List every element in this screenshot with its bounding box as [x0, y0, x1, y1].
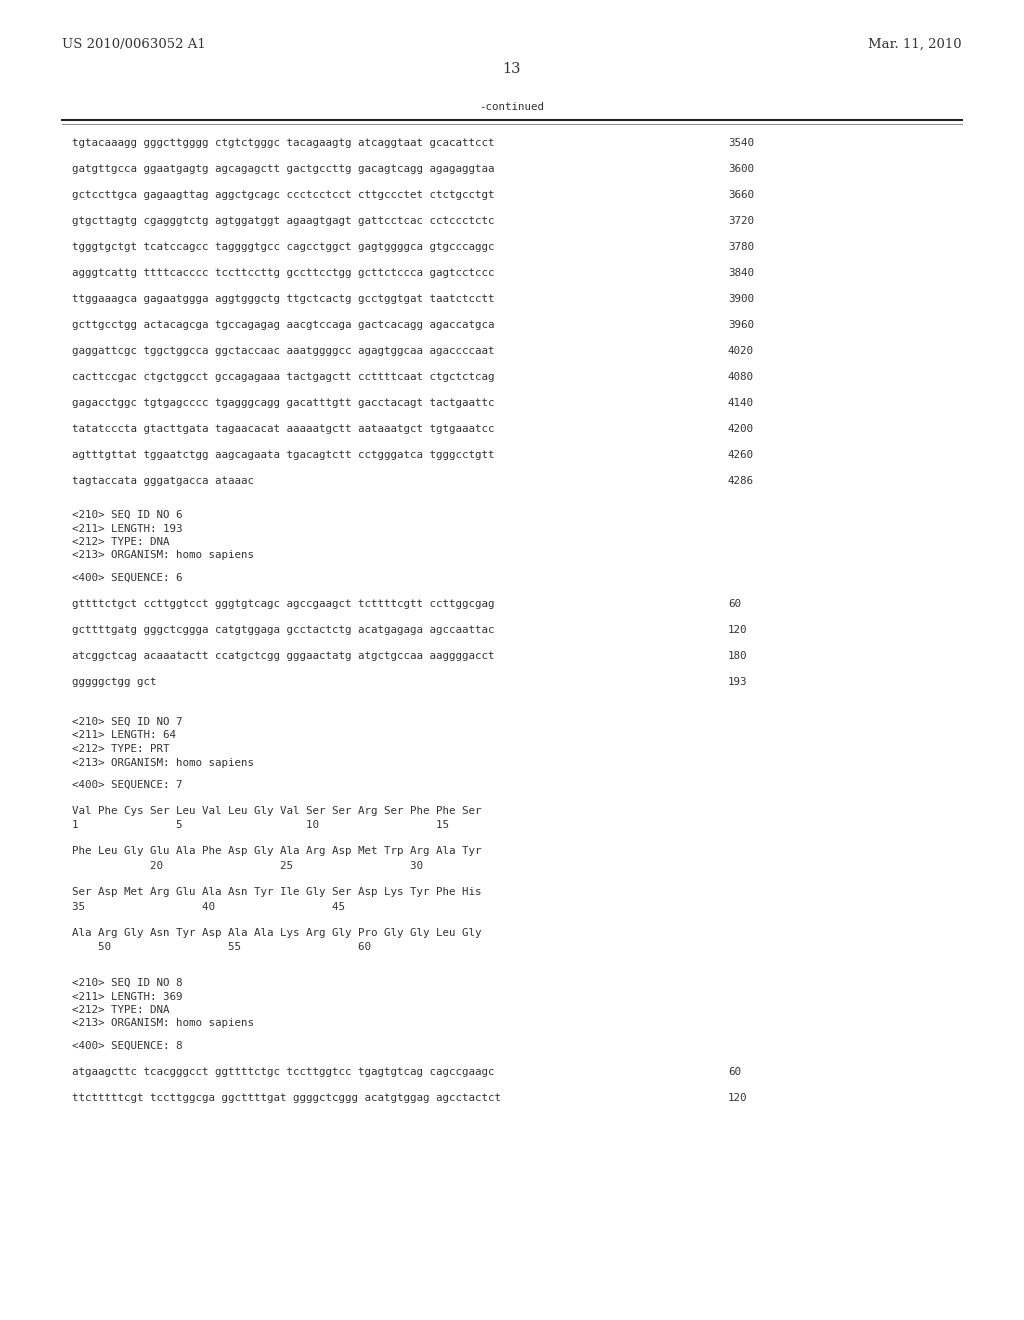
- Text: Val Phe Cys Ser Leu Val Leu Gly Val Ser Ser Arg Ser Phe Phe Ser: Val Phe Cys Ser Leu Val Leu Gly Val Ser …: [72, 807, 481, 816]
- Text: <212> TYPE: DNA: <212> TYPE: DNA: [72, 537, 170, 546]
- Text: <212> TYPE: DNA: <212> TYPE: DNA: [72, 1005, 170, 1015]
- Text: gatgttgcca ggaatgagtg agcagagctt gactgccttg gacagtcagg agagaggtaa: gatgttgcca ggaatgagtg agcagagctt gactgcc…: [72, 164, 495, 174]
- Text: tagtaccata gggatgacca ataaac: tagtaccata gggatgacca ataaac: [72, 477, 254, 486]
- Text: <213> ORGANISM: homo sapiens: <213> ORGANISM: homo sapiens: [72, 758, 254, 767]
- Text: <400> SEQUENCE: 6: <400> SEQUENCE: 6: [72, 573, 182, 583]
- Text: gagacctggc tgtgagcccc tgagggcagg gacatttgtt gacctacagt tactgaattc: gagacctggc tgtgagcccc tgagggcagg gacattt…: [72, 399, 495, 408]
- Text: Mar. 11, 2010: Mar. 11, 2010: [868, 38, 962, 51]
- Text: gcttgcctgg actacagcga tgccagagag aacgtccaga gactcacagg agaccatgca: gcttgcctgg actacagcga tgccagagag aacgtcc…: [72, 319, 495, 330]
- Text: US 2010/0063052 A1: US 2010/0063052 A1: [62, 38, 206, 51]
- Text: gcttttgatg gggctcggga catgtggaga gcctactctg acatgagaga agccaattac: gcttttgatg gggctcggga catgtggaga gcctact…: [72, 624, 495, 635]
- Text: cacttccgac ctgctggcct gccagagaaa tactgagctt ccttttcaat ctgctctcag: cacttccgac ctgctggcct gccagagaaa tactgag…: [72, 372, 495, 381]
- Text: ttggaaagca gagaatggga aggtgggctg ttgctcactg gcctggtgat taatctcctt: ttggaaagca gagaatggga aggtgggctg ttgctca…: [72, 294, 495, 304]
- Text: 3780: 3780: [728, 242, 754, 252]
- Text: <211> LENGTH: 369: <211> LENGTH: 369: [72, 991, 182, 1002]
- Text: -continued: -continued: [479, 102, 545, 112]
- Text: gctccttgca gagaagttag aggctgcagc ccctcctcct cttgccctet ctctgcctgt: gctccttgca gagaagttag aggctgcagc ccctcct…: [72, 190, 495, 201]
- Text: gttttctgct ccttggtcct gggtgtcagc agccgaagct tcttttcgtt ccttggcgag: gttttctgct ccttggtcct gggtgtcagc agccgaa…: [72, 599, 495, 609]
- Text: <210> SEQ ID NO 6: <210> SEQ ID NO 6: [72, 510, 182, 520]
- Text: tatatcccta gtacttgata tagaacacat aaaaatgctt aataaatgct tgtgaaatcc: tatatcccta gtacttgata tagaacacat aaaaatg…: [72, 424, 495, 434]
- Text: <210> SEQ ID NO 8: <210> SEQ ID NO 8: [72, 978, 182, 987]
- Text: 3600: 3600: [728, 164, 754, 174]
- Text: <213> ORGANISM: homo sapiens: <213> ORGANISM: homo sapiens: [72, 1019, 254, 1028]
- Text: ttctttttcgt tccttggcga ggcttttgat ggggctcggg acatgtggag agcctactct: ttctttttcgt tccttggcga ggcttttgat ggggct…: [72, 1093, 501, 1104]
- Text: 3540: 3540: [728, 139, 754, 148]
- Text: 20                  25                  30: 20 25 30: [72, 861, 423, 871]
- Text: <400> SEQUENCE: 7: <400> SEQUENCE: 7: [72, 780, 182, 789]
- Text: Phe Leu Gly Glu Ala Phe Asp Gly Ala Arg Asp Met Trp Arg Ala Tyr: Phe Leu Gly Glu Ala Phe Asp Gly Ala Arg …: [72, 846, 481, 857]
- Text: 4080: 4080: [728, 372, 754, 381]
- Text: 4200: 4200: [728, 424, 754, 434]
- Text: agggtcattg ttttcacccc tccttccttg gccttcctgg gcttctccca gagtcctccc: agggtcattg ttttcacccc tccttccttg gccttcc…: [72, 268, 495, 279]
- Text: atgaagcttc tcacgggcct ggttttctgc tccttggtcc tgagtgtcag cagccgaagc: atgaagcttc tcacgggcct ggttttctgc tccttgg…: [72, 1067, 495, 1077]
- Text: 4286: 4286: [728, 477, 754, 486]
- Text: 3720: 3720: [728, 216, 754, 226]
- Text: <211> LENGTH: 64: <211> LENGTH: 64: [72, 730, 176, 741]
- Text: 3960: 3960: [728, 319, 754, 330]
- Text: gtgcttagtg cgagggtctg agtggatggt agaagtgagt gattcctcac cctccctctc: gtgcttagtg cgagggtctg agtggatggt agaagtg…: [72, 216, 495, 226]
- Text: <213> ORGANISM: homo sapiens: <213> ORGANISM: homo sapiens: [72, 550, 254, 561]
- Text: Ser Asp Met Arg Glu Ala Asn Tyr Ile Gly Ser Asp Lys Tyr Phe His: Ser Asp Met Arg Glu Ala Asn Tyr Ile Gly …: [72, 887, 481, 898]
- Text: 3840: 3840: [728, 268, 754, 279]
- Text: 193: 193: [728, 677, 748, 686]
- Text: 35                  40                  45: 35 40 45: [72, 902, 345, 912]
- Text: 60: 60: [728, 1067, 741, 1077]
- Text: <210> SEQ ID NO 7: <210> SEQ ID NO 7: [72, 717, 182, 727]
- Text: gaggattcgc tggctggcca ggctaccaac aaatggggcc agagtggcaa agaccccaat: gaggattcgc tggctggcca ggctaccaac aaatggg…: [72, 346, 495, 356]
- Text: 120: 120: [728, 624, 748, 635]
- Text: 60: 60: [728, 599, 741, 609]
- Text: 4140: 4140: [728, 399, 754, 408]
- Text: 120: 120: [728, 1093, 748, 1104]
- Text: agtttgttat tggaatctgg aagcagaata tgacagtctt cctgggatca tgggcctgtt: agtttgttat tggaatctgg aagcagaata tgacagt…: [72, 450, 495, 459]
- Text: 180: 180: [728, 651, 748, 661]
- Text: atcggctcag acaaatactt ccatgctcgg gggaactatg atgctgccaa aaggggacct: atcggctcag acaaatactt ccatgctcgg gggaact…: [72, 651, 495, 661]
- Text: <400> SEQUENCE: 8: <400> SEQUENCE: 8: [72, 1041, 182, 1051]
- Text: gggggctgg gct: gggggctgg gct: [72, 677, 157, 686]
- Text: tgggtgctgt tcatccagcc taggggtgcc cagcctggct gagtggggca gtgcccaggc: tgggtgctgt tcatccagcc taggggtgcc cagcctg…: [72, 242, 495, 252]
- Text: 3900: 3900: [728, 294, 754, 304]
- Text: 4260: 4260: [728, 450, 754, 459]
- Text: <211> LENGTH: 193: <211> LENGTH: 193: [72, 524, 182, 533]
- Text: 13: 13: [503, 62, 521, 77]
- Text: 4020: 4020: [728, 346, 754, 356]
- Text: 3660: 3660: [728, 190, 754, 201]
- Text: 50                  55                  60: 50 55 60: [72, 942, 371, 952]
- Text: 1               5                   10                  15: 1 5 10 15: [72, 821, 449, 830]
- Text: Ala Arg Gly Asn Tyr Asp Ala Ala Lys Arg Gly Pro Gly Gly Leu Gly: Ala Arg Gly Asn Tyr Asp Ala Ala Lys Arg …: [72, 928, 481, 937]
- Text: <212> TYPE: PRT: <212> TYPE: PRT: [72, 744, 170, 754]
- Text: tgtacaaagg gggcttgggg ctgtctgggc tacagaagtg atcaggtaat gcacattcct: tgtacaaagg gggcttgggg ctgtctgggc tacagaa…: [72, 139, 495, 148]
